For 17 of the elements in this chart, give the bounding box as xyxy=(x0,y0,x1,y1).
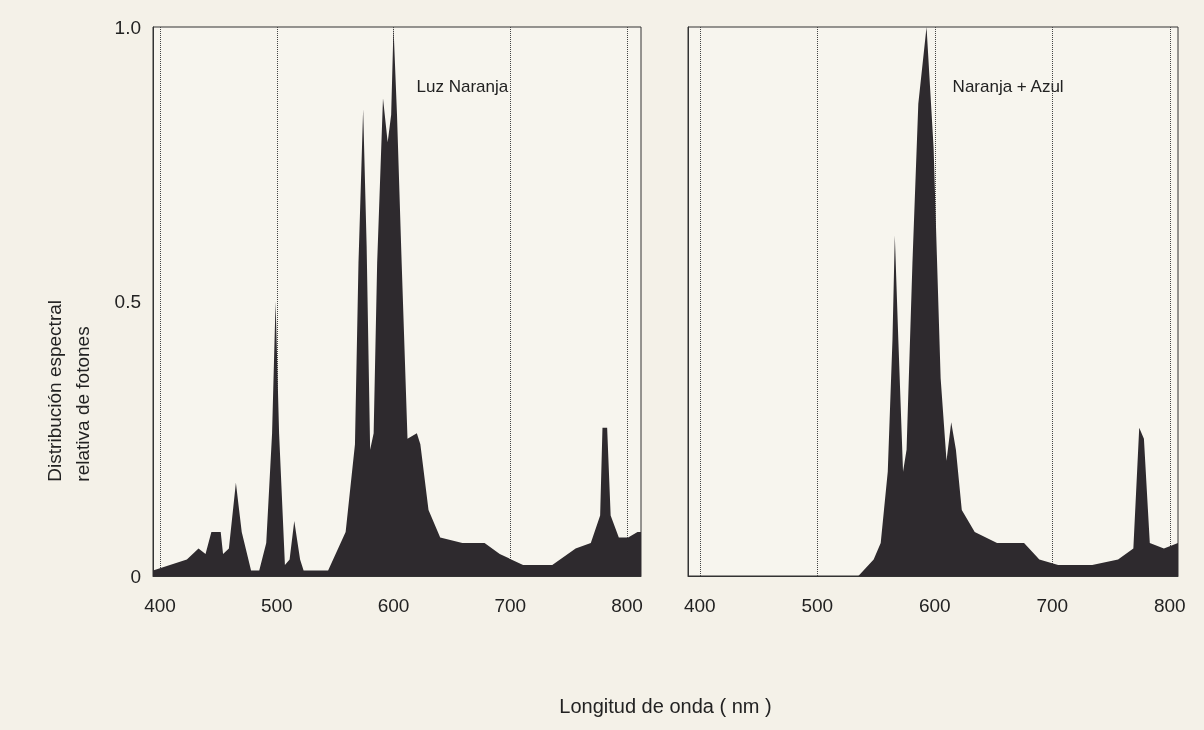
y-tick-label: 0 xyxy=(130,565,141,587)
x-tick-label: 500 xyxy=(260,595,293,616)
y-axis-title: Distribución espectral relativa de fotones xyxy=(43,299,93,482)
x-tick-label: 600 xyxy=(918,595,951,616)
x-axis-title: Longitud de onda ( nm ) xyxy=(558,695,773,718)
x-tick-label: 400 xyxy=(144,595,176,616)
x-tick-label: 800 xyxy=(1153,595,1186,616)
x-tick-label: 700 xyxy=(1036,595,1069,616)
x-tick-label: 800 xyxy=(611,595,643,616)
text: Luz Naranja xyxy=(416,77,509,96)
x-tick-label: 400 xyxy=(683,595,716,616)
y-tick-label: 0.5 xyxy=(114,291,141,312)
x-tick-label: 700 xyxy=(494,595,527,616)
x-tick-label: 500 xyxy=(801,595,834,616)
x-tick-label: 600 xyxy=(377,595,410,616)
text: Naranja + Azul xyxy=(952,77,1064,96)
y-tick-label: 1.0 xyxy=(114,16,141,38)
